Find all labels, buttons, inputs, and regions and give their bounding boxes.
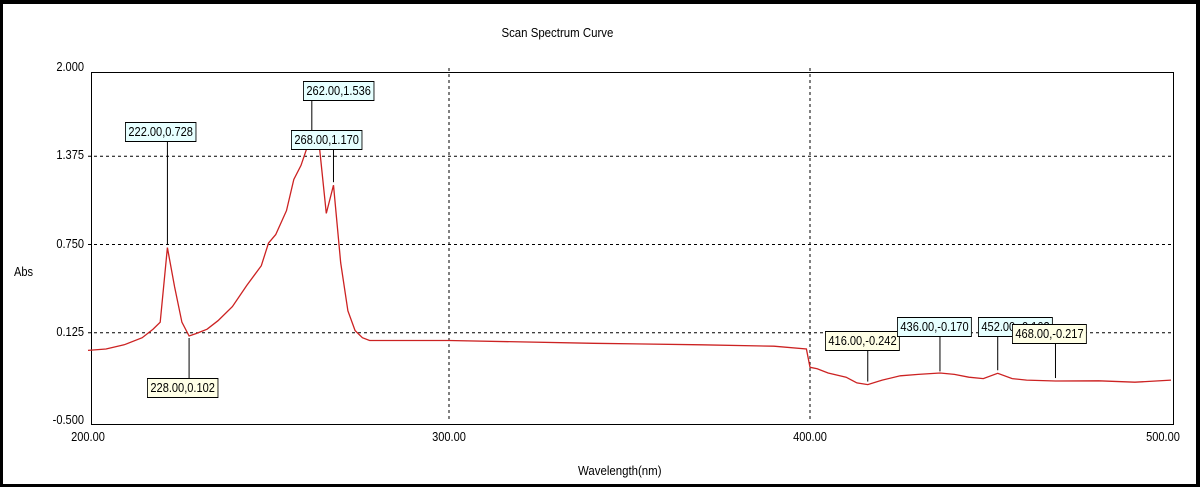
x-tick-label: 300.00 [432, 429, 466, 444]
peak-annotation: 416.00,-0.242 [824, 331, 900, 351]
spectrum-line [87, 132, 1172, 386]
y-tick-label: 2.000 [56, 59, 84, 74]
peak-annotation: 222.00,0.728 [125, 122, 197, 142]
y-tick-label: 1.375 [56, 147, 84, 163]
x-axis-label: Wavelength(nm) [578, 463, 662, 478]
y-tick-label: 0.125 [56, 323, 84, 339]
chart-title: Scan Spectrum Curve [501, 25, 614, 40]
peak-annotation: 228.00,0.102 [147, 378, 219, 398]
x-tick-label: 500.00 [1146, 429, 1180, 444]
x-tick-label: 400.00 [793, 429, 827, 444]
plot-area [91, 72, 1174, 425]
chart-svg [87, 68, 1172, 421]
peak-annotation: 262.00,1.536 [302, 81, 375, 101]
y-tick-label: -0.500 [52, 412, 84, 427]
x-tick-label: 200.00 [71, 429, 105, 444]
peak-annotation: 268.00,1.170 [291, 130, 363, 150]
peak-annotation: 436.00,-0.170 [896, 317, 972, 337]
y-axis-label: Abs [14, 264, 34, 279]
y-tick-label: 0.750 [56, 235, 84, 251]
peak-annotation: 468.00,-0.217 [1012, 324, 1088, 344]
